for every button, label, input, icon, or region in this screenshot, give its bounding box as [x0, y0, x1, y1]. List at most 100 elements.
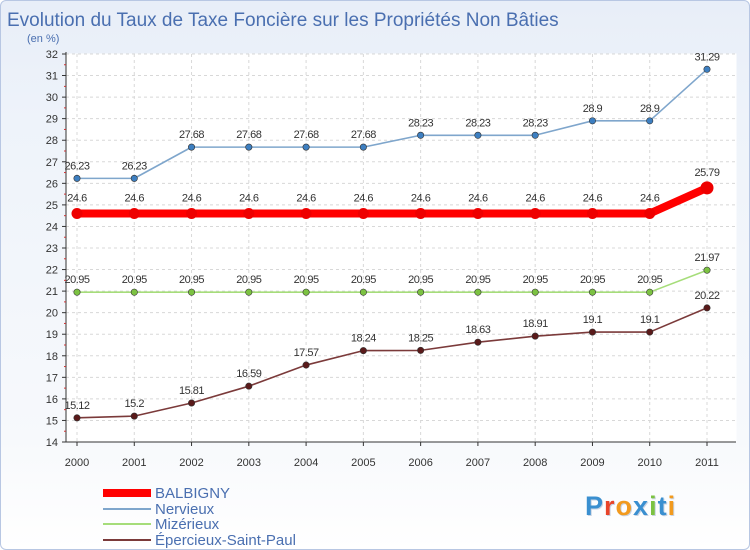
- y-tick-label: 16: [46, 394, 58, 406]
- data-label: 28.9: [640, 103, 660, 115]
- y-tick-label: 15: [46, 415, 58, 427]
- data-label: 21.97: [694, 252, 719, 264]
- data-point: [302, 143, 310, 151]
- y-tick-label: 28: [46, 135, 58, 147]
- data-point: [417, 346, 425, 354]
- data-label: 20.95: [236, 274, 261, 286]
- y-tick-label: 14: [46, 437, 58, 449]
- data-point: [130, 174, 138, 182]
- data-point: [646, 288, 654, 296]
- data-point: [302, 288, 310, 296]
- data-label: 24.6: [640, 193, 660, 205]
- data-label: 18.63: [465, 324, 490, 336]
- data-label: 16.59: [236, 368, 261, 380]
- data-point: [186, 208, 198, 220]
- data-label: 19.1: [640, 314, 660, 326]
- y-tick-label: 21: [46, 286, 58, 298]
- data-point: [588, 288, 596, 296]
- series-nervieux: 26.23 26.23 27.68 27.68 27.68 27.68 28.23 28.23…: [64, 51, 720, 182]
- data-label: 28.23: [465, 117, 490, 129]
- data-label: 15.81: [179, 385, 204, 397]
- y-tick-label: 31: [46, 71, 58, 83]
- data-point: [359, 143, 367, 151]
- chart-title: Evolution du Taux de Taxe Foncière sur l…: [7, 10, 559, 31]
- legend-label: BALBIGNY: [155, 485, 230, 502]
- data-label: 18.25: [408, 332, 433, 344]
- data-point: [588, 117, 596, 125]
- series-line: [76, 68, 708, 180]
- x-tick-label: 2009: [580, 457, 604, 469]
- data-point: [188, 143, 196, 151]
- data-label: 27.68: [179, 129, 204, 141]
- data-label: 31.29: [694, 51, 719, 63]
- data-point: [302, 361, 310, 369]
- x-tick-label: 2002: [179, 457, 203, 469]
- data-point: [357, 208, 369, 220]
- y-tick-label: 27: [46, 157, 58, 169]
- y-tick-label: 18: [46, 351, 58, 363]
- data-label: 27.68: [236, 129, 261, 141]
- x-tick-label: 2010: [637, 457, 661, 469]
- data-label: 20.95: [122, 274, 147, 286]
- data-label: 20.95: [64, 274, 89, 286]
- data-point: [586, 208, 598, 220]
- data-point: [415, 208, 427, 220]
- data-point: [531, 288, 539, 296]
- legend-label: Épercieux-Saint-Paul: [155, 532, 296, 549]
- data-point: [130, 288, 138, 296]
- x-tick-label: 2003: [237, 457, 261, 469]
- grid: [65, 53, 737, 443]
- data-label: 26.23: [64, 160, 89, 172]
- y-tick-label: 25: [46, 200, 58, 212]
- data-label: 28.23: [408, 117, 433, 129]
- data-point: [73, 174, 81, 182]
- data-label: 24.6: [182, 193, 202, 205]
- data-point: [245, 143, 253, 151]
- plot-area: [65, 53, 737, 443]
- x-tick-label: 2005: [351, 457, 375, 469]
- data-point: [300, 208, 312, 220]
- data-label: 15.12: [64, 400, 89, 412]
- data-label: 20.95: [637, 274, 662, 286]
- data-point: [472, 208, 484, 220]
- data-point: [531, 131, 539, 139]
- series--percieux-saint-paul: 15.12 15.2 15.81 16.59 17.57 18.24 18.25 18.63 1…: [64, 290, 720, 422]
- data-point: [73, 414, 81, 422]
- data-label: 20.95: [523, 274, 548, 286]
- data-point: [245, 288, 253, 296]
- y-tick-label: 32: [46, 49, 58, 61]
- y-tick-label: 19: [46, 329, 58, 341]
- data-label: 17.57: [294, 347, 319, 359]
- data-point: [243, 208, 255, 220]
- data-point: [703, 266, 711, 274]
- data-point: [531, 332, 539, 340]
- data-label: 24.6: [583, 193, 603, 205]
- data-point: [245, 382, 253, 390]
- data-label: 19.1: [583, 314, 603, 326]
- data-label: 28.23: [523, 117, 548, 129]
- data-point: [130, 412, 138, 420]
- data-label: 24.6: [239, 193, 259, 205]
- data-point: [474, 131, 482, 139]
- data-label: 26.23: [122, 160, 147, 172]
- data-label: 25.79: [694, 167, 719, 179]
- data-point: [359, 288, 367, 296]
- data-point: [128, 208, 140, 220]
- data-label: 20.95: [351, 274, 376, 286]
- axes: 14 15 16 17 18 19 20 21 22 23 24 25 26 27 28 29 30 31 32 20…: [46, 49, 736, 469]
- series-group: 26.23 26.23 27.68 27.68 27.68 27.68 28.23 28.23…: [64, 51, 720, 422]
- data-label: 18.91: [523, 318, 548, 330]
- y-tick-label: 23: [46, 243, 58, 255]
- y-tick-label: 29: [46, 114, 58, 126]
- y-tick-label: 17: [46, 372, 58, 384]
- data-label: 24.6: [125, 193, 145, 205]
- x-tick-label: 2007: [466, 457, 490, 469]
- data-point: [646, 328, 654, 336]
- data-label: 27.68: [351, 129, 376, 141]
- data-point: [703, 65, 711, 73]
- data-label: 20.95: [294, 274, 319, 286]
- x-tick-label: 2004: [294, 457, 318, 469]
- y-tick-label: 24: [46, 221, 58, 233]
- data-point: [359, 347, 367, 355]
